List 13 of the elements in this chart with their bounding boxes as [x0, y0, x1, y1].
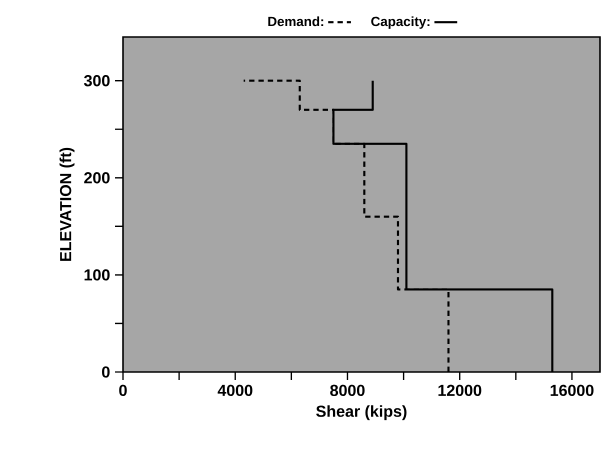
- legend-label: Demand:: [268, 16, 324, 26]
- y-tick-label: 0: [102, 366, 110, 378]
- x-tick-label: 0: [119, 384, 127, 396]
- x-tick-label: 12000: [438, 384, 482, 396]
- x-axis-title: Shear (kips): [316, 405, 406, 420]
- y-tick-label: 200: [84, 172, 110, 184]
- x-tick-label: 16000: [550, 384, 594, 396]
- x-tick-label: 4000: [218, 384, 252, 396]
- y-tick-label: 100: [84, 269, 110, 281]
- y-tick-label: 300: [84, 75, 110, 86]
- y-axis-title: ELEVATION (ft): [60, 148, 74, 261]
- legend-label: Capacity:: [371, 16, 430, 29]
- x-tick-label: 8000: [330, 384, 365, 396]
